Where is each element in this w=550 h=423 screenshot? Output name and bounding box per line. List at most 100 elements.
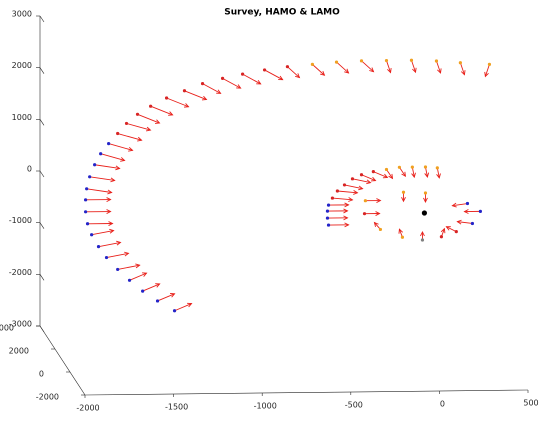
point: [359, 173, 364, 177]
x-tick-label: -2000: [76, 404, 99, 413]
z-tick-label: -3000: [9, 320, 32, 329]
z-tick-diag: [39, 325, 45, 333]
arrow-shaft: [332, 197, 353, 201]
arrow-head: [343, 208, 349, 214]
arrow-head: [412, 67, 417, 74]
arrow-shaft: [89, 176, 115, 181]
arrow-head: [398, 228, 404, 234]
arrow-head: [120, 157, 126, 162]
arrow-head: [201, 95, 208, 101]
point: [330, 196, 335, 200]
point: [141, 289, 145, 293]
arrow-head: [142, 272, 148, 277]
arrow-head: [420, 230, 425, 237]
arrow-shaft: [157, 293, 175, 302]
arrow-head: [371, 176, 377, 182]
point: [423, 165, 428, 169]
arrow-shaft: [100, 153, 125, 161]
point: [434, 59, 439, 63]
arrow-shaft: [436, 60, 441, 74]
arrow-head: [187, 302, 193, 308]
point: [124, 121, 129, 126]
point: [85, 187, 89, 191]
point: [470, 221, 475, 226]
arrow-shaft: [126, 122, 151, 131]
arrow-head: [124, 251, 130, 257]
arrow-shaft: [411, 167, 415, 178]
arrow-shaft: [242, 73, 261, 85]
arrow-head: [463, 209, 469, 214]
arrow-head: [216, 89, 222, 94]
arrow-head: [437, 68, 442, 74]
arrow-head: [256, 80, 262, 85]
arrow-shaft: [386, 60, 391, 73]
arrow-shaft: [106, 252, 129, 259]
point: [410, 165, 414, 169]
point: [359, 59, 364, 63]
point: [409, 58, 414, 62]
point: [342, 183, 347, 187]
z-tick-diag: [39, 170, 45, 178]
point: [127, 278, 132, 282]
arrow-head: [445, 226, 451, 231]
arrow-shaft: [117, 264, 140, 270]
arrow-head: [456, 219, 462, 225]
arrow-head: [460, 70, 466, 76]
point: [164, 96, 169, 100]
arrow-head: [423, 197, 428, 203]
arrow-shaft: [222, 77, 241, 89]
arrow-head: [106, 209, 112, 214]
z-tick-label: -2000: [9, 268, 32, 277]
arrow-shaft: [150, 105, 173, 116]
point: [421, 210, 427, 216]
y-tick-label: 4000: [0, 324, 14, 333]
arrow-head: [278, 75, 284, 81]
arrow-head: [382, 173, 389, 179]
arrow-shaft: [446, 226, 457, 233]
arrow-head: [366, 179, 372, 185]
arrow-shaft: [129, 272, 147, 281]
point: [325, 209, 330, 213]
point: [93, 163, 97, 167]
point: [326, 203, 331, 207]
arrow-head: [436, 173, 441, 179]
arrow-head: [387, 67, 392, 74]
arrow-head: [375, 211, 381, 216]
arrow-head: [170, 293, 176, 298]
arrow-shaft: [361, 60, 374, 73]
arrow-shaft: [166, 97, 189, 108]
arrow-shaft: [98, 241, 121, 248]
x-tick-label: 500: [523, 399, 538, 408]
point: [116, 131, 120, 136]
point: [107, 142, 111, 146]
arrow-shaft: [457, 221, 473, 224]
arrow-head: [109, 228, 115, 234]
arrow-head: [358, 185, 364, 191]
arrow-head: [128, 146, 134, 152]
arrow-head: [344, 202, 350, 208]
point: [378, 227, 383, 232]
z-tick-diag: [39, 67, 45, 74]
point: [371, 170, 375, 174]
arrow-shaft: [373, 171, 388, 178]
arrow-shaft: [436, 167, 440, 178]
z-tick-diag: [39, 15, 45, 23]
point: [326, 223, 331, 227]
z-tick-diag: [39, 119, 45, 126]
y-tick-label: 0: [39, 370, 44, 379]
arrow-shaft: [137, 113, 160, 124]
arrow-shaft: [484, 64, 490, 77]
point: [397, 165, 402, 169]
z-tick-label: 0: [27, 165, 32, 174]
arrow-shaft: [94, 164, 120, 169]
point: [285, 65, 290, 69]
arrow-shaft: [264, 69, 283, 81]
arrow-shaft: [91, 230, 114, 236]
arrow-head: [376, 198, 382, 203]
arrow-shaft: [202, 83, 221, 94]
point: [200, 81, 205, 86]
arrow-shaft: [108, 143, 133, 151]
point: [182, 89, 187, 93]
point: [83, 210, 88, 214]
point: [458, 61, 462, 65]
